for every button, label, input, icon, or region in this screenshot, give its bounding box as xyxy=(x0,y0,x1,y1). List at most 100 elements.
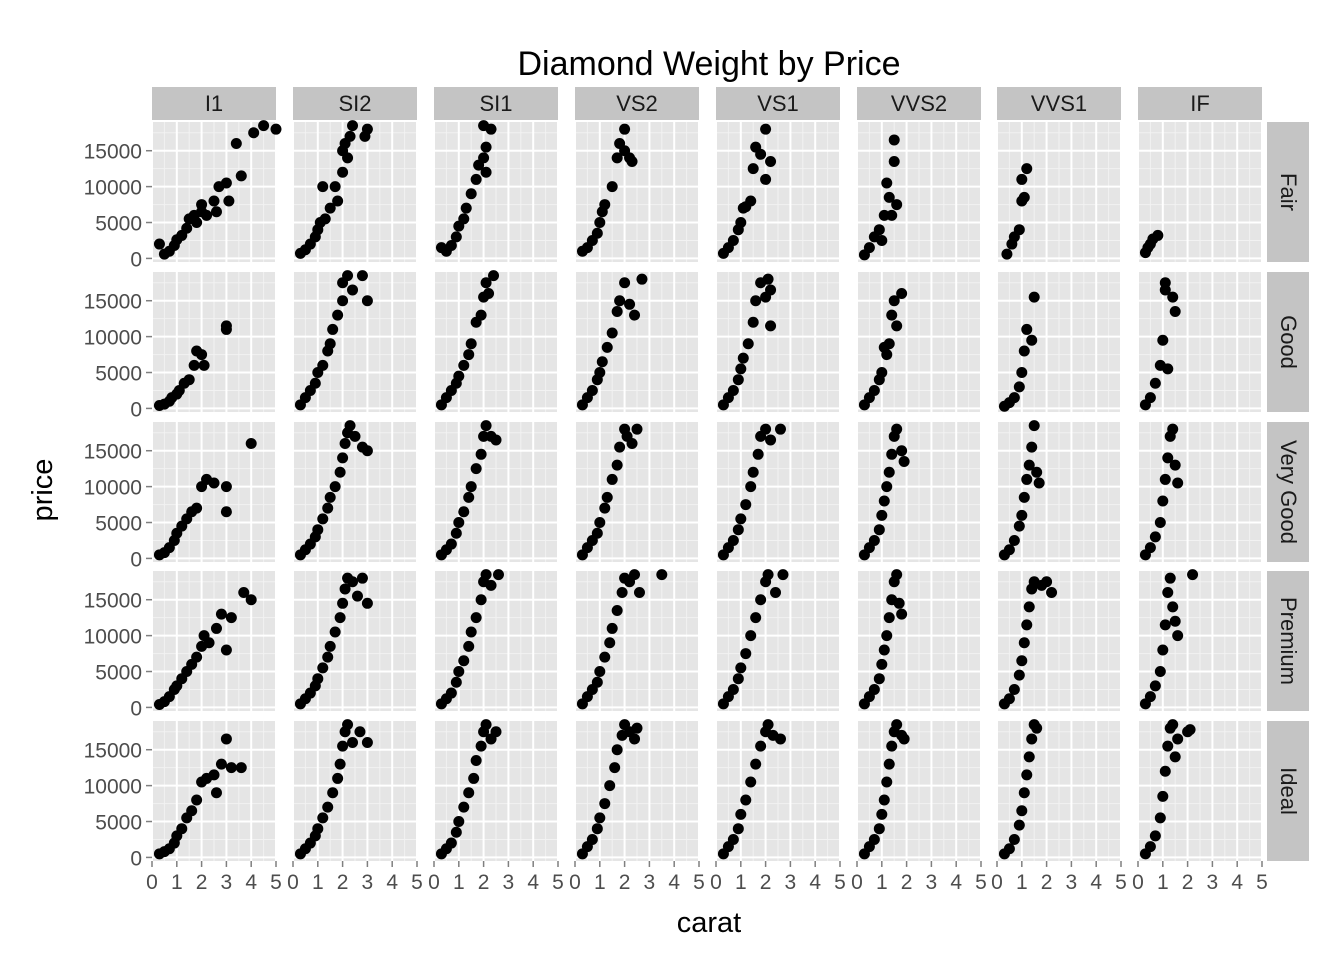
x-tick-label: 3 xyxy=(785,871,797,894)
data-point xyxy=(1162,740,1174,752)
data-point xyxy=(745,195,757,207)
x-tick-label: 3 xyxy=(1207,871,1219,894)
data-point xyxy=(1149,680,1161,692)
data-point xyxy=(626,155,638,167)
data-point xyxy=(478,152,490,164)
data-point xyxy=(631,423,643,435)
data-point xyxy=(631,722,643,734)
data-point xyxy=(1021,619,1033,631)
strip-row-good xyxy=(1267,272,1309,412)
data-point xyxy=(606,622,618,634)
data-point xyxy=(883,338,895,350)
data-point xyxy=(891,569,903,581)
data-point xyxy=(317,181,329,193)
data-point xyxy=(342,152,354,164)
points-i1-ideal xyxy=(153,733,247,860)
data-point xyxy=(596,356,608,368)
data-point xyxy=(878,794,890,806)
data-point xyxy=(1026,733,1038,745)
data-point xyxy=(868,833,880,845)
data-point xyxy=(601,491,613,503)
data-point xyxy=(732,524,744,536)
y-tick-label: 15000 xyxy=(84,441,142,464)
data-point xyxy=(609,762,621,774)
data-point xyxy=(208,769,220,781)
data-point xyxy=(347,284,359,296)
x-tick-label: 3 xyxy=(926,871,938,894)
points-si1-fair xyxy=(435,120,497,257)
data-point xyxy=(445,837,457,849)
data-point xyxy=(591,227,603,239)
data-point xyxy=(483,288,495,300)
panel-si1-premium xyxy=(433,571,559,711)
y-tick-label: 10000 xyxy=(84,177,142,200)
data-point xyxy=(1003,843,1015,855)
data-point xyxy=(881,349,893,361)
data-point xyxy=(1018,345,1030,357)
data-point xyxy=(1149,377,1161,389)
data-point xyxy=(735,513,747,525)
data-point xyxy=(1164,572,1176,584)
data-point xyxy=(747,163,759,175)
data-point xyxy=(1031,466,1043,478)
data-point xyxy=(337,597,349,609)
data-point xyxy=(453,517,465,529)
data-point xyxy=(492,569,504,581)
data-point xyxy=(220,733,232,745)
data-point xyxy=(740,794,752,806)
strip-label-col: SI2 xyxy=(338,91,371,116)
data-point xyxy=(1008,392,1020,404)
data-point xyxy=(465,481,477,493)
x-tick-label: 0 xyxy=(428,871,440,894)
y-tick-label: 10000 xyxy=(84,327,142,350)
data-point xyxy=(745,481,757,493)
data-point xyxy=(868,534,880,546)
x-tick-label: 5 xyxy=(834,871,846,894)
data-point xyxy=(760,123,772,135)
data-point xyxy=(611,152,623,164)
data-point xyxy=(1149,830,1161,842)
data-point xyxy=(480,166,492,178)
data-point xyxy=(475,594,487,606)
data-point xyxy=(1144,841,1156,853)
x-tick-label: 2 xyxy=(1182,871,1194,894)
y-tick-label: 15000 xyxy=(84,141,142,164)
data-point xyxy=(220,320,232,332)
data-point xyxy=(762,273,774,285)
data-point xyxy=(1144,691,1156,703)
data-point xyxy=(891,719,903,731)
data-point xyxy=(1159,284,1171,296)
panel-if-good xyxy=(1137,272,1263,412)
data-point xyxy=(876,234,888,246)
strip-label-row: Good xyxy=(1276,315,1301,369)
data-point xyxy=(611,305,623,317)
data-point xyxy=(342,270,354,282)
data-point xyxy=(324,491,336,503)
data-point xyxy=(896,445,908,457)
y-tick-label: 5000 xyxy=(95,513,142,536)
x-tick-label: 3 xyxy=(362,871,374,894)
data-point xyxy=(633,587,645,599)
data-point xyxy=(1154,666,1166,678)
points-vs2-good xyxy=(576,273,648,411)
data-point xyxy=(898,733,910,745)
x-tick-label: 2 xyxy=(337,871,349,894)
x-tick-label: 0 xyxy=(287,871,299,894)
data-point xyxy=(614,295,626,307)
data-point xyxy=(1159,473,1171,485)
points-vvs2-good xyxy=(858,288,908,411)
data-point xyxy=(337,452,349,464)
points-vvs2-premium xyxy=(858,569,908,710)
data-point xyxy=(208,195,220,207)
data-point xyxy=(606,181,618,193)
data-point xyxy=(453,666,465,678)
data-point xyxy=(745,776,757,788)
data-point xyxy=(322,502,334,514)
data-point xyxy=(891,320,903,332)
data-point xyxy=(765,155,777,167)
data-point xyxy=(881,630,893,642)
data-point xyxy=(327,787,339,799)
data-point xyxy=(629,569,641,581)
x-tick-label: 4 xyxy=(245,871,257,894)
